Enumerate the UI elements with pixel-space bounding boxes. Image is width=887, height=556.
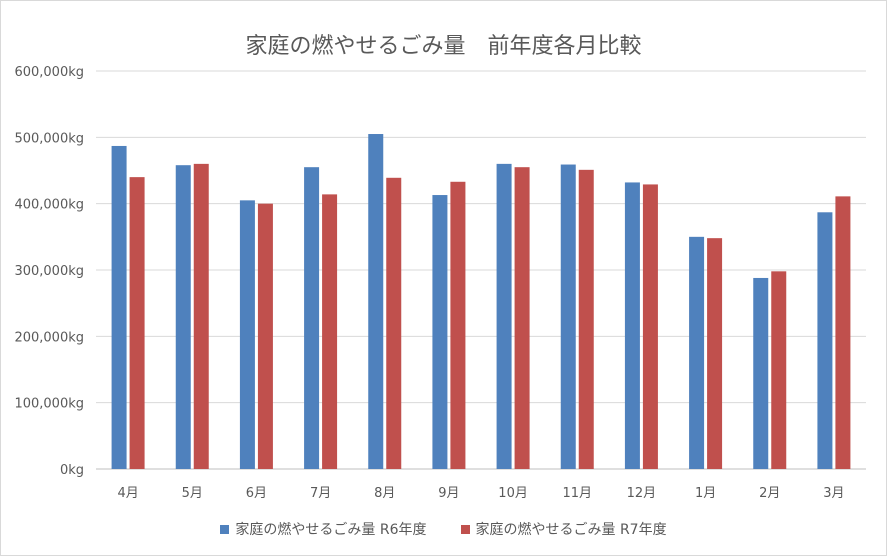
- legend-swatch-r7: [460, 524, 470, 534]
- y-tick-label: 0kg: [60, 463, 84, 478]
- x-tick-label: 3月: [823, 486, 844, 501]
- x-tick-label: 7月: [310, 486, 331, 501]
- bar-r7: [193, 163, 209, 469]
- x-tick-label: 9月: [438, 486, 459, 501]
- x-axis-ticks: 4月 5月 6月 7月 8月 9月 10月 11月 12月 1月 2月 3月: [117, 486, 844, 501]
- x-tick-label: 11月: [562, 486, 592, 501]
- bar-r7: [835, 196, 851, 469]
- bar-r6: [624, 182, 640, 469]
- bar-r7: [386, 177, 402, 469]
- legend-item-r7: 家庭の燃やせるごみ量 R7年度: [460, 519, 667, 539]
- bar-r7: [578, 169, 594, 469]
- bar-r6: [689, 236, 705, 469]
- bar-r7: [257, 203, 273, 469]
- x-tick-label: 6月: [246, 486, 267, 501]
- bar-r6: [304, 167, 320, 469]
- bar-r6: [432, 195, 448, 469]
- legend: 家庭の燃やせるごみ量 R6年度 家庭の燃やせるごみ量 R7年度: [0, 519, 887, 539]
- legend-item-r6: 家庭の燃やせるごみ量 R6年度: [220, 519, 427, 539]
- bar-r6: [496, 163, 512, 469]
- bar-r7: [322, 194, 338, 469]
- y-tick-label: 400,000kg: [14, 198, 84, 213]
- x-tick-label: 12月: [627, 486, 657, 501]
- x-tick-label: 8月: [374, 486, 395, 501]
- legend-swatch-r6: [220, 524, 230, 534]
- bar-r6: [560, 164, 576, 469]
- y-axis-ticks: 0kg 100,000kg 200,000kg 300,000kg 400,000kg 5…: [14, 65, 84, 478]
- bar-r7: [707, 238, 723, 469]
- bar-r6: [175, 165, 191, 469]
- y-tick-label: 100,000kg: [14, 397, 84, 412]
- bar-r7: [129, 177, 145, 469]
- bar-r6: [239, 200, 255, 469]
- x-tick-label: 4月: [117, 486, 138, 501]
- bar-r6: [753, 277, 769, 469]
- chart-title: 家庭の燃やせるごみ量 前年度各月比較: [245, 34, 642, 59]
- x-tick-label: 1月: [695, 486, 716, 501]
- x-tick-label: 2月: [759, 486, 780, 501]
- bar-r6: [111, 145, 127, 469]
- x-tick-label: 10月: [498, 486, 528, 501]
- y-tick-label: 500,000kg: [14, 131, 84, 146]
- y-tick-label: 200,000kg: [14, 330, 84, 345]
- bar-r7: [450, 181, 466, 469]
- gridlines: [96, 70, 866, 470]
- legend-label-r6: 家庭の燃やせるごみ量 R6年度: [235, 522, 427, 538]
- bar-r6: [817, 212, 833, 470]
- bar-r6: [368, 134, 384, 469]
- y-tick-label: 600,000kg: [14, 65, 84, 80]
- bar-r7: [514, 167, 530, 469]
- bar-r7: [771, 271, 787, 469]
- bar-r7: [642, 184, 658, 469]
- y-tick-label: 300,000kg: [14, 264, 84, 279]
- x-tick-label: 5月: [182, 486, 203, 501]
- bars: [111, 134, 851, 470]
- legend-label-r7: 家庭の燃やせるごみ量 R7年度: [475, 522, 667, 538]
